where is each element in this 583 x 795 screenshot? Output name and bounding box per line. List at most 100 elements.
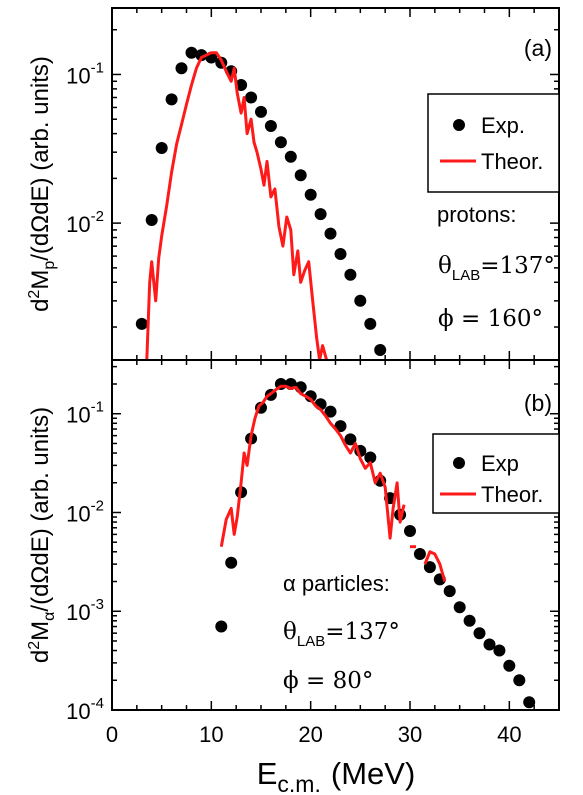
x-tick-label: 10 [199,722,223,747]
y-tick-label-b: 10-4 [66,695,104,724]
ylabel-a-mid: M [27,270,54,290]
series-b-exp-point [523,696,536,709]
series-b-exp-point [453,601,466,614]
panel-b-legend: Exp Theor. [432,433,560,514]
panel-b-phi: ϕ = 80° [283,668,373,694]
legend-b-exp-marker [453,457,465,469]
series-a-exp-point [185,46,198,59]
xlabel-unit: (MeV) [331,756,415,791]
y-tick-label-base: 10 [66,212,90,237]
ylabel-b-pre: d [27,650,54,663]
series-b-exp-point [443,585,456,598]
series-b-exp-point [503,659,516,672]
series-b-exp-point [304,390,317,403]
series-b-exp-point [334,420,347,433]
legend-a-box [427,93,560,193]
panel-b: 10-110-210-310-4 (b) Exp Theor. α partic… [26,359,560,724]
series-a-exp-point [334,248,347,260]
panel-b-theta: θLAB=137° [283,619,400,650]
series-a-exp-point [195,49,208,62]
y-tick-label-exp: -1 [91,399,104,416]
panel-a: 10-110-2 (a) Exp. Theor. protons: θLAB=1… [26,7,560,361]
panel-b-label: (b) [524,390,552,416]
theta-a-value: =137° [480,253,555,279]
ylabel-b-post: /(dΩdE) (arb. units) [27,407,54,612]
series-a-exp-point [175,62,188,75]
y-tick-label-a: 10-1 [66,59,104,88]
series-a-exp-point [354,294,367,307]
xlabel-sub: c.m. [277,771,320,795]
ylabel-a-sup: 2 [26,290,43,299]
legend-b-theor-label: Theor. [481,482,543,507]
panel-a-ylabel: d2Mp/(dΩdE) (arb. units) [26,56,58,312]
x-tick-label: 0 [106,722,118,747]
panel-a-series [135,46,387,360]
legend-a-exp-label: Exp. [481,113,525,138]
panel-b-species: α particles: [283,571,390,596]
series-b-exp-point [324,405,337,418]
y-tick-label-base: 10 [66,501,90,526]
panel-b-ylabel: d2Mα/(dΩdE) (arb. units) [26,407,58,663]
series-a-exp-point [145,214,158,226]
series-a-exp-point [155,142,168,154]
series-a-exp-point [135,317,148,330]
series-b-theory-line-1 [219,384,406,547]
ylabel-a-post: /(dΩdE) (arb. units) [27,56,54,261]
series-b-theory-line-3 [423,550,447,582]
series-a-exp-point [364,317,377,330]
series-a-exp-point [245,91,258,104]
ylabel-b-mid: M [27,621,54,641]
y-tick-label-exp: -1 [91,59,104,76]
panel-a-phi: ϕ = 160° [438,306,543,332]
theta-a-sub: LAB [452,267,480,284]
series-a-exp-point [294,169,307,182]
series-a-exp-point [314,208,327,221]
series-b-exp-point [473,627,486,640]
series-b-exp-point [364,451,377,464]
y-tick-label-b: 10-2 [66,497,104,526]
series-b-exp-point [513,674,526,687]
y-tick-label-b: 10-1 [66,399,104,428]
series-a-exp-point [304,188,317,201]
y-tick-label-base: 10 [66,403,90,428]
y-tick-label-b: 10-3 [66,596,104,625]
x-axis-title: Ec.m. (MeV) [257,756,416,795]
series-a-exp-point [344,268,357,281]
x-axis-ticks: 0 10 20 30 40 [106,722,522,747]
panel-a-legend: Exp. Theor. [427,93,560,193]
legend-a-theor-label: Theor. [481,149,543,174]
y-tick-label-base: 10 [66,63,90,88]
series-b-exp-point [225,556,238,569]
x-tick-label: 40 [497,722,521,747]
xlabel-main: E [257,756,278,791]
x-tick-label: 30 [398,722,422,747]
series-a-exp-point [274,136,287,149]
series-a-exp-point [324,227,337,240]
x-tick-label: 20 [298,722,322,747]
theta-a-symbol: θ [438,253,452,279]
panel-a-label: (a) [524,35,552,61]
ylabel-a-sub: p [41,261,58,270]
y-tick-label-exp: -2 [91,497,104,514]
theta-b-symbol: θ [283,619,297,645]
series-b-exp-point [483,638,496,651]
ylabel-b-sub: α [41,612,58,621]
y-tick-label-exp: -2 [91,208,104,225]
y-tick-label-exp: -4 [91,695,104,712]
legend-b-exp-label: Exp [481,451,519,476]
panel-b-series [215,378,536,709]
panel-a-theta: θLAB=137° [438,253,555,284]
species-b-alpha: α particles: [283,571,390,596]
y-tick-label-base: 10 [66,600,90,625]
y-tick-label-a: 10-2 [66,208,104,237]
panel-b-plot-area [215,378,536,709]
series-b-exp-point [404,525,416,537]
legend-b-box [432,433,560,514]
series-b-exp-point [413,548,426,560]
y-tick-label-exp: -3 [91,596,104,613]
panel-a-species: protons: [437,202,517,227]
series-b-exp-point [215,620,228,633]
series-a-exp-point [284,150,297,163]
series-b-exp-point [493,644,506,657]
